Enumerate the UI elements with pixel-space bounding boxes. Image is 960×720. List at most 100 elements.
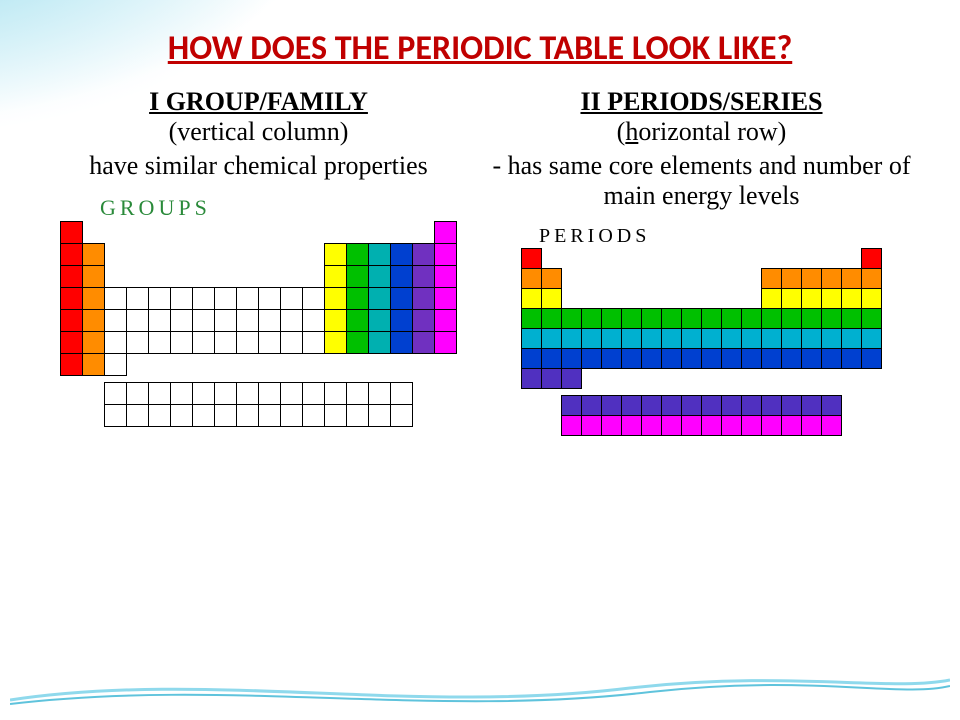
pt-cell xyxy=(391,383,413,405)
pt-cell xyxy=(215,332,237,354)
pt-cell xyxy=(862,329,882,349)
pt-cell xyxy=(602,396,622,416)
pt-cell xyxy=(822,369,842,389)
pt-cell xyxy=(215,222,237,244)
pt-cell xyxy=(662,269,682,289)
pt-cell xyxy=(105,354,127,376)
slide-title: HOW DOES THE PERIODIC TABLE LOOK LIKE? xyxy=(46,28,914,69)
pt-cell xyxy=(83,332,105,354)
pt-cell xyxy=(149,354,171,376)
pt-cell xyxy=(237,332,259,354)
pt-cell xyxy=(237,222,259,244)
pt-cell xyxy=(662,416,682,436)
pt-cell xyxy=(369,266,391,288)
pt-cell xyxy=(782,289,802,309)
pt-cell xyxy=(582,269,602,289)
pt-cell xyxy=(325,222,347,244)
pt-cell xyxy=(149,383,171,405)
pt-cell xyxy=(682,269,702,289)
pt-cell xyxy=(542,329,562,349)
pt-cell xyxy=(435,288,457,310)
pt-cell xyxy=(149,244,171,266)
pt-cell xyxy=(215,288,237,310)
pt-cell xyxy=(83,244,105,266)
pt-cell xyxy=(822,289,842,309)
pt-cell xyxy=(582,349,602,369)
pt-cell xyxy=(171,222,193,244)
pt-cell xyxy=(562,289,582,309)
decorative-swoosh xyxy=(10,670,950,708)
pt-cell xyxy=(722,309,742,329)
pt-cell xyxy=(237,266,259,288)
pt-cell xyxy=(802,349,822,369)
pt-cell xyxy=(325,266,347,288)
pt-cell xyxy=(762,416,782,436)
pt-cell xyxy=(622,416,642,436)
pt-cell xyxy=(782,349,802,369)
pt-cell xyxy=(862,309,882,329)
pt-cell xyxy=(237,354,259,376)
pt-cell xyxy=(325,383,347,405)
pt-cell xyxy=(347,405,369,427)
pt-cell xyxy=(722,289,742,309)
pt-cell xyxy=(347,288,369,310)
pt-cell xyxy=(215,244,237,266)
pt-cell xyxy=(105,266,127,288)
pt-cell xyxy=(802,289,822,309)
pt-cell xyxy=(702,309,722,329)
pt-cell xyxy=(413,310,435,332)
pt-cell xyxy=(237,310,259,332)
pt-cell xyxy=(435,332,457,354)
pt-cell xyxy=(782,309,802,329)
pt-cell xyxy=(193,405,215,427)
pt-cell xyxy=(83,310,105,332)
pt-cell xyxy=(702,249,722,269)
pt-cell xyxy=(582,329,602,349)
pt-cell xyxy=(149,332,171,354)
groups-table xyxy=(60,221,457,376)
pt-cell xyxy=(83,354,105,376)
pt-cell xyxy=(105,288,127,310)
pt-cell xyxy=(391,405,413,427)
pt-cell xyxy=(193,222,215,244)
pt-cell xyxy=(237,244,259,266)
pt-cell xyxy=(61,332,83,354)
pt-cell xyxy=(542,269,562,289)
pt-cell xyxy=(702,369,722,389)
pt-cell xyxy=(215,383,237,405)
pt-cell xyxy=(562,329,582,349)
pt-cell xyxy=(862,369,882,389)
pt-cell xyxy=(842,329,862,349)
right-sub-underlined: h xyxy=(625,117,638,146)
pt-cell xyxy=(802,269,822,289)
pt-cell xyxy=(325,354,347,376)
pt-cell xyxy=(642,269,662,289)
pt-cell xyxy=(281,222,303,244)
pt-cell xyxy=(105,244,127,266)
pt-cell xyxy=(722,249,742,269)
pt-cell xyxy=(127,405,149,427)
pt-cell xyxy=(303,288,325,310)
pt-cell xyxy=(862,249,882,269)
pt-cell xyxy=(562,309,582,329)
pt-cell xyxy=(662,396,682,416)
pt-cell xyxy=(762,289,782,309)
pt-cell xyxy=(347,266,369,288)
pt-cell xyxy=(127,266,149,288)
pt-cell xyxy=(522,329,542,349)
pt-cell xyxy=(622,289,642,309)
pt-cell xyxy=(369,244,391,266)
pt-cell xyxy=(722,369,742,389)
pt-cell xyxy=(281,266,303,288)
pt-cell xyxy=(642,349,662,369)
pt-cell xyxy=(542,289,562,309)
pt-cell xyxy=(522,369,542,389)
pt-cell xyxy=(582,396,602,416)
pt-cell xyxy=(259,244,281,266)
pt-cell xyxy=(149,222,171,244)
pt-cell xyxy=(742,269,762,289)
pt-cell xyxy=(435,354,457,376)
pt-cell xyxy=(369,383,391,405)
pt-cell xyxy=(303,310,325,332)
pt-cell xyxy=(582,289,602,309)
